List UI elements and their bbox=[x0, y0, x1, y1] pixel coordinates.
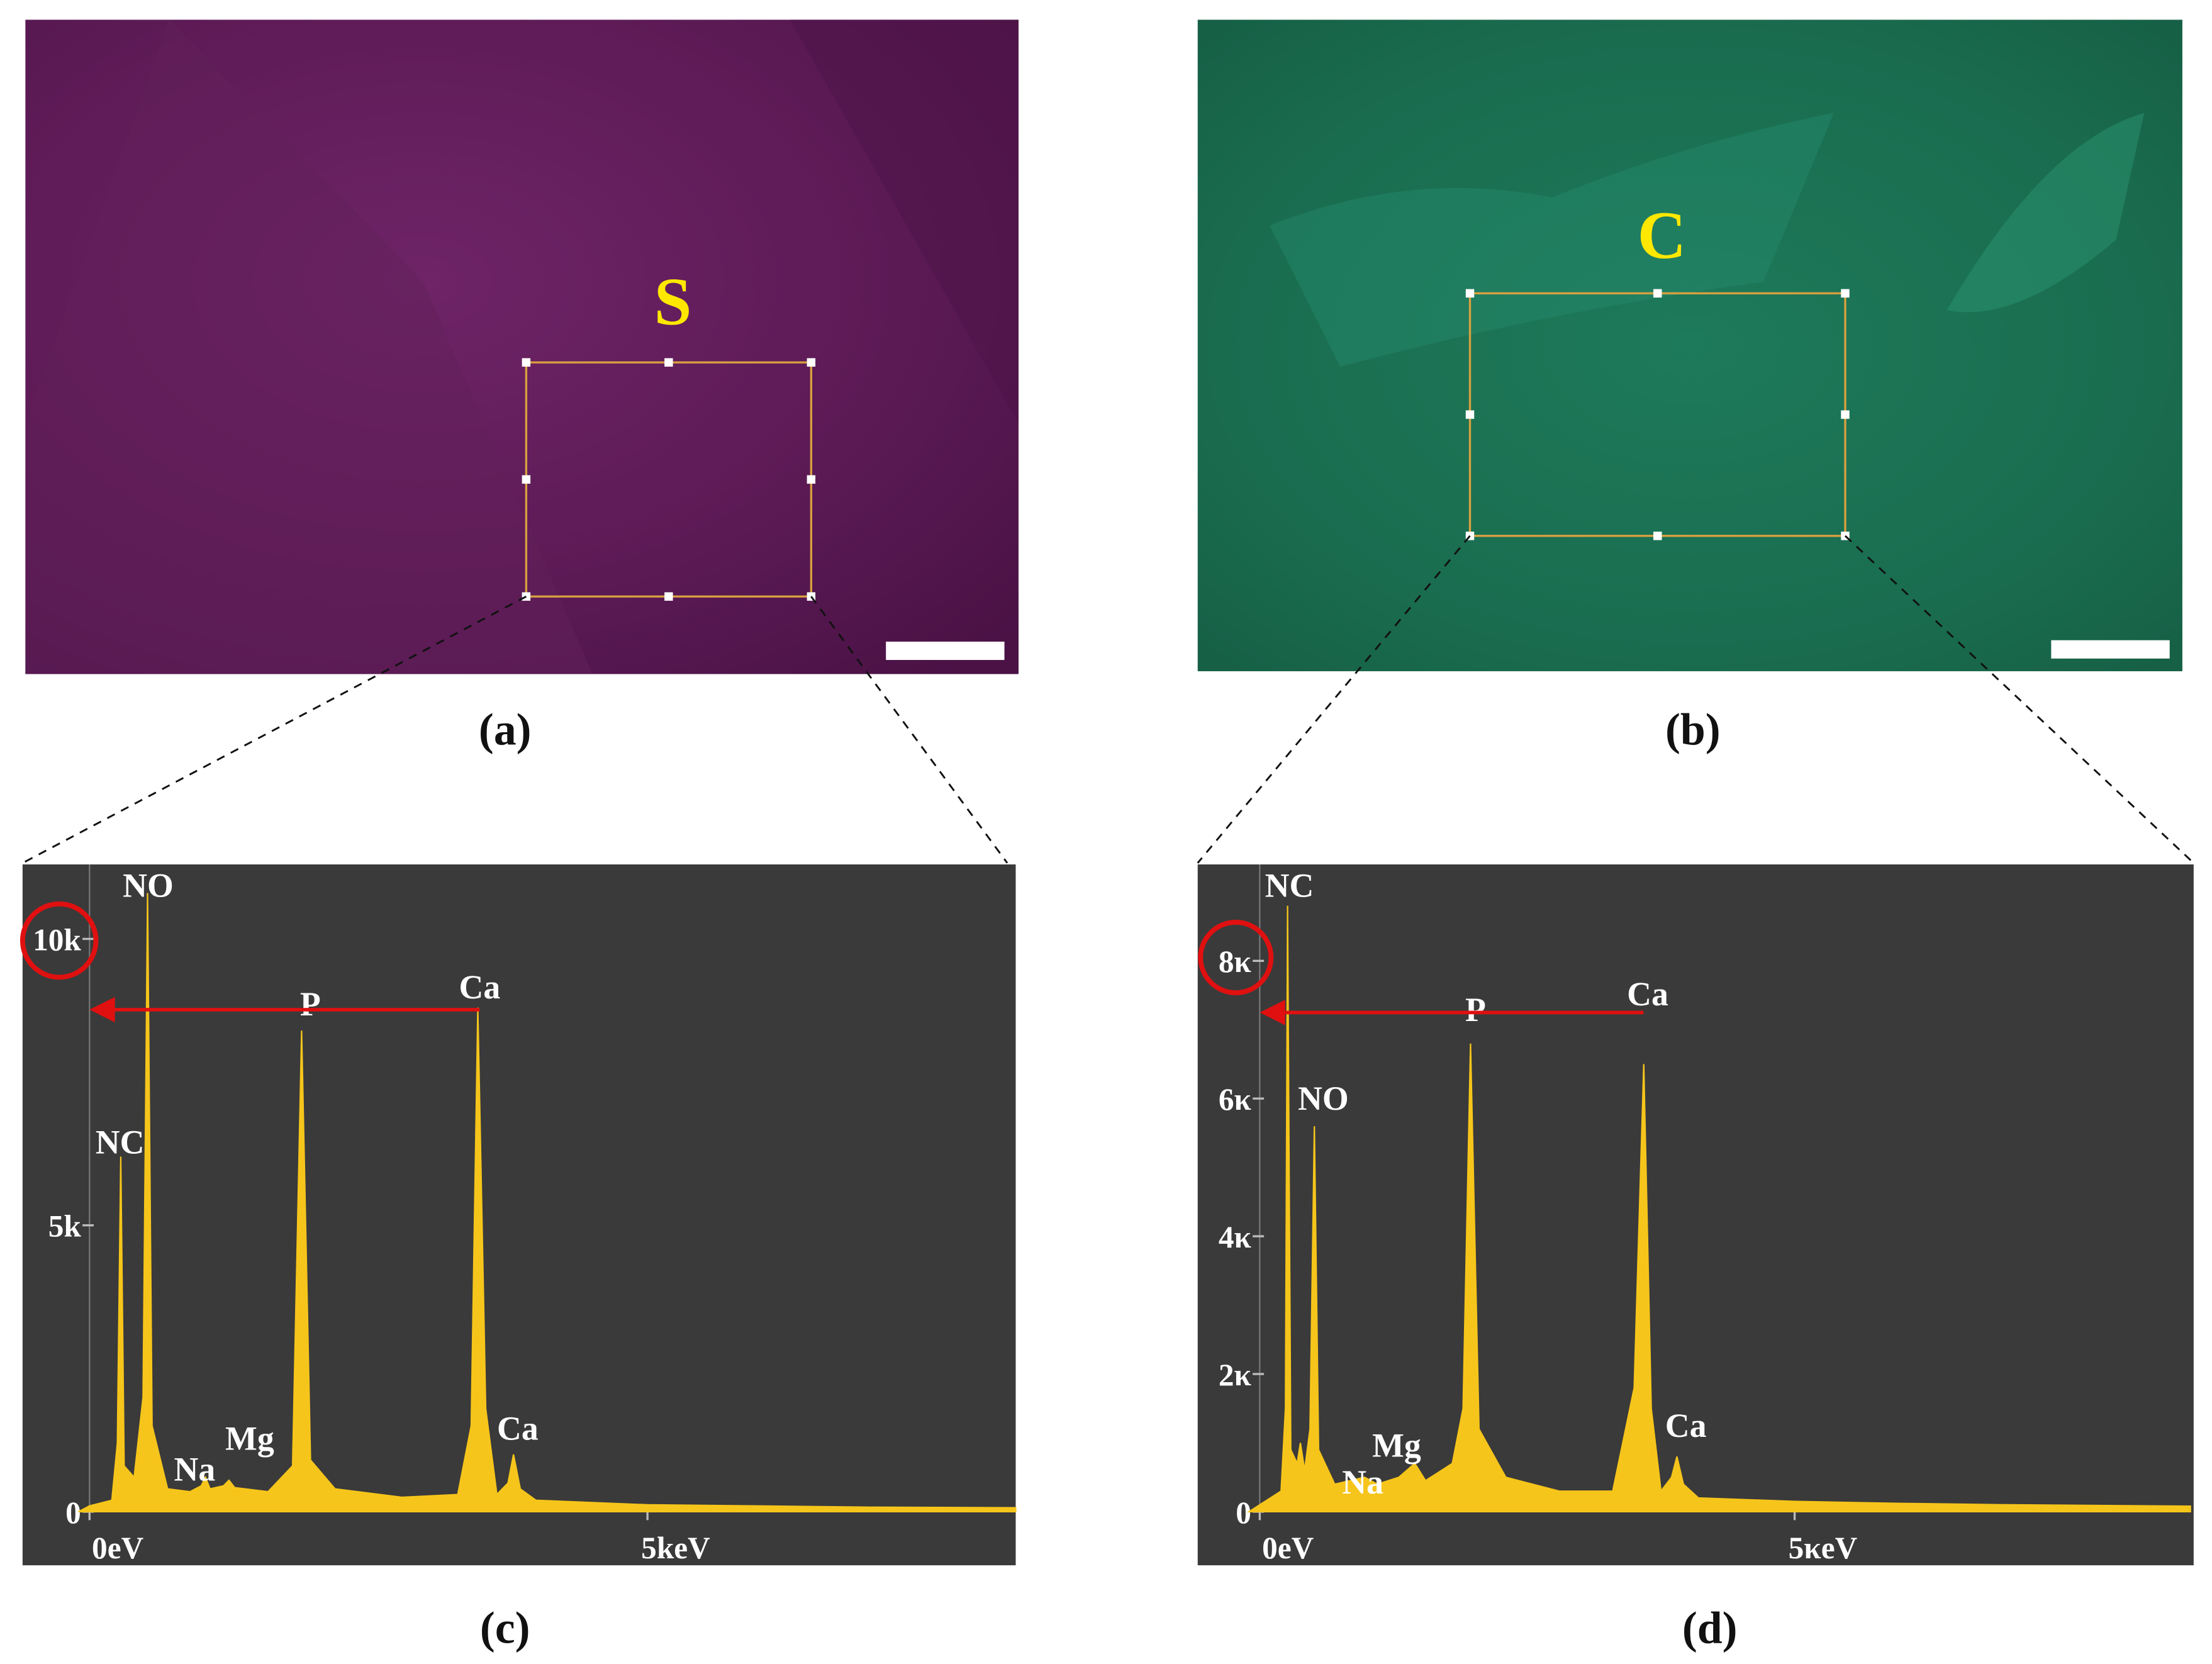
peak-label: Ca bbox=[459, 968, 501, 1006]
arrow-head bbox=[89, 997, 115, 1023]
peak-label: Ca bbox=[497, 1410, 539, 1448]
peak-label: P bbox=[1465, 991, 1486, 1029]
x-tick-label: 0eV bbox=[1262, 1531, 1314, 1565]
arrow-head bbox=[1260, 1000, 1285, 1025]
plot-background bbox=[1197, 864, 2194, 1566]
y-tick-label: 10k bbox=[33, 922, 81, 957]
peak-label: Na bbox=[1342, 1463, 1383, 1501]
peak-label: P bbox=[300, 985, 321, 1023]
y-tick-label: 8κ bbox=[1219, 944, 1252, 979]
y-tick-label: 0 bbox=[65, 1495, 81, 1530]
peak-label: Mg bbox=[225, 1419, 274, 1457]
texture bbox=[1947, 113, 2145, 313]
y-tick-label: 5k bbox=[48, 1209, 82, 1244]
peak-label: Ca bbox=[1665, 1407, 1707, 1444]
peak-label: NO bbox=[1298, 1080, 1349, 1117]
spectrum bbox=[78, 893, 1017, 1513]
highlight-circle bbox=[20, 901, 99, 980]
peak-label: Na bbox=[174, 1451, 216, 1488]
texture bbox=[25, 20, 593, 674]
scale-bar bbox=[2051, 640, 2170, 659]
y-tick-label: 0 bbox=[1236, 1495, 1251, 1530]
peak-label: NO bbox=[123, 867, 174, 905]
connector bbox=[22, 535, 2194, 864]
peak-label: NC bbox=[96, 1124, 145, 1161]
scale-bar bbox=[886, 641, 1005, 661]
peak-label: Ca bbox=[1627, 975, 1668, 1013]
plot-background bbox=[22, 864, 1016, 1566]
image-label: C bbox=[1638, 198, 1687, 273]
caption: (c) bbox=[480, 1602, 530, 1653]
peak-label: Mg bbox=[1372, 1427, 1421, 1465]
highlight-circle bbox=[1198, 920, 1274, 995]
x-tick-label: 5κeV bbox=[1789, 1531, 1858, 1565]
texture bbox=[1270, 113, 1835, 367]
caption: (a) bbox=[479, 705, 532, 755]
image-label: S bbox=[654, 265, 692, 340]
y-tick-label: 2κ bbox=[1219, 1358, 1252, 1392]
y-tick-label: 6κ bbox=[1219, 1082, 1252, 1117]
caption: (b) bbox=[1665, 705, 1721, 755]
x-tick-label: 0eV bbox=[92, 1531, 144, 1565]
x-tick-label: 5keV bbox=[641, 1531, 710, 1565]
spectrum bbox=[1246, 905, 2191, 1513]
caption: (d) bbox=[1682, 1602, 1738, 1653]
peak-label: NC bbox=[1265, 867, 1314, 905]
y-tick-label: 4κ bbox=[1219, 1220, 1252, 1254]
